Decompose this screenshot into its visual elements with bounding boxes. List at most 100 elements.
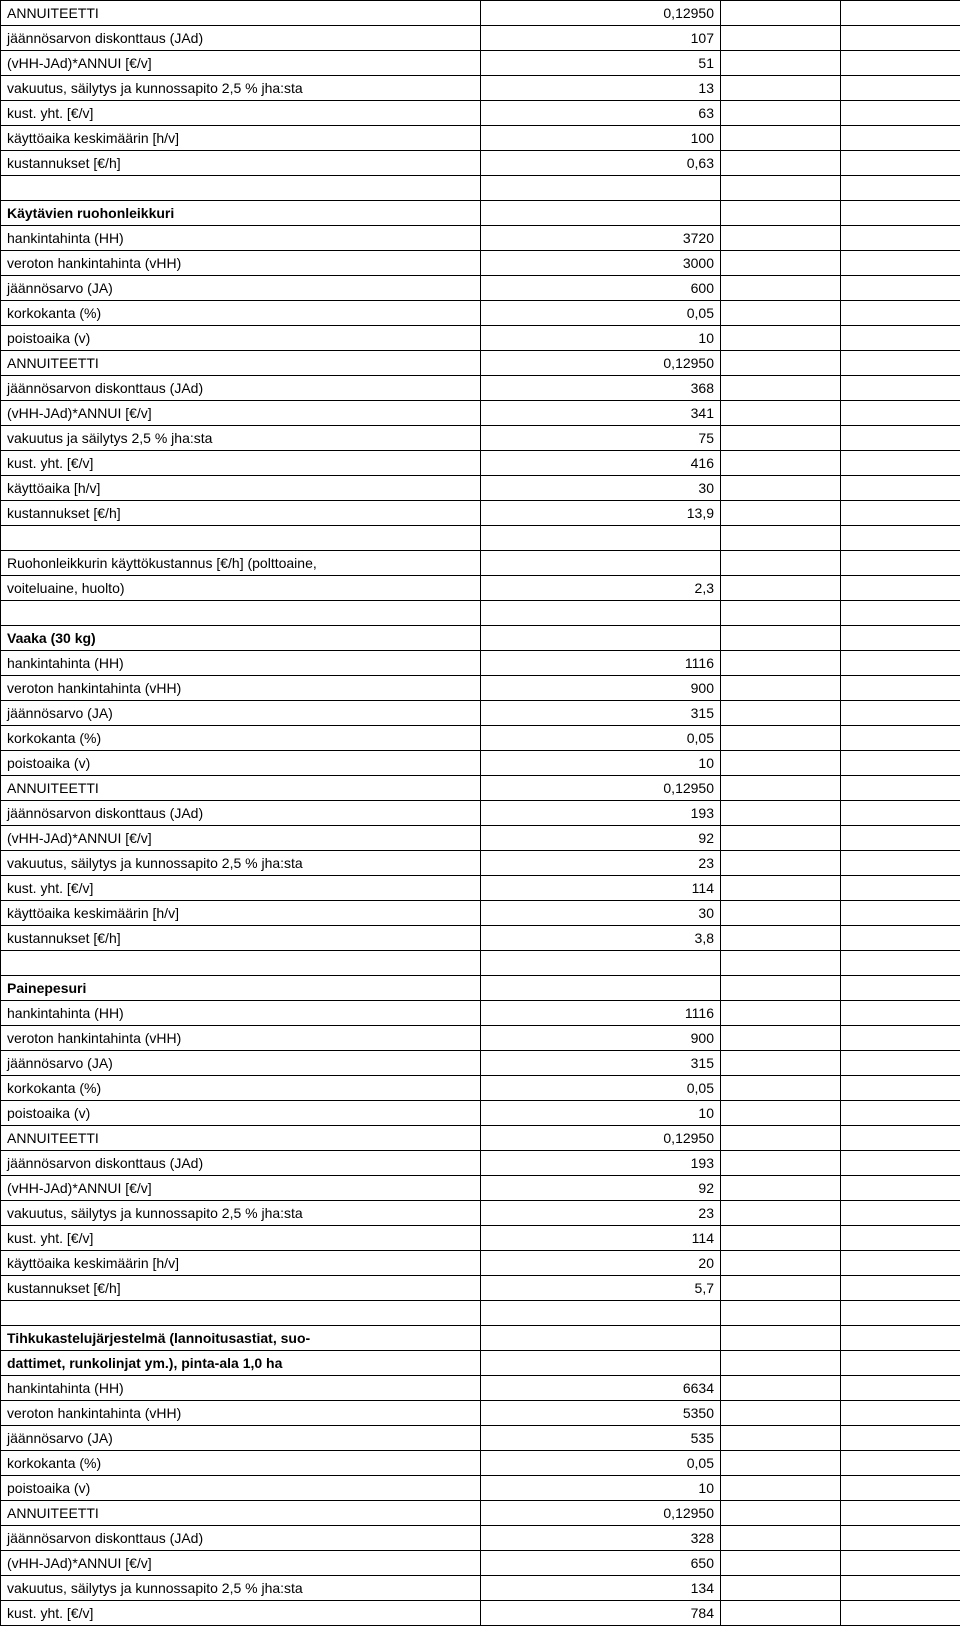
row-value: 114 [481, 1226, 721, 1251]
empty-cell [841, 1151, 960, 1176]
empty-cell [721, 476, 841, 501]
row-value: 784 [481, 1601, 721, 1626]
row-label: jäännösarvo (JA) [1, 276, 481, 301]
empty-cell [721, 451, 841, 476]
empty-cell [721, 1026, 841, 1051]
row-value: 0,12950 [481, 1501, 721, 1526]
row-label: kustannukset [€/h] [1, 1276, 481, 1301]
row-label: ANNUITEETTI [1, 776, 481, 801]
empty-cell [721, 976, 841, 1001]
empty-cell [841, 176, 960, 201]
empty-cell [721, 26, 841, 51]
row-label: kustannukset [€/h] [1, 151, 481, 176]
table-row: jäännösarvon diskonttaus (JAd)368 [1, 376, 960, 401]
empty-cell [721, 226, 841, 251]
empty-cell [721, 776, 841, 801]
row-label: korkokanta (%) [1, 301, 481, 326]
empty-cell [721, 1501, 841, 1526]
row-label: käyttöaika keskimäärin [h/v] [1, 901, 481, 926]
empty-cell [841, 1401, 960, 1426]
empty-cell [721, 526, 841, 551]
row-value: 315 [481, 701, 721, 726]
empty-cell [721, 626, 841, 651]
row-label: hankintahinta (HH) [1, 1376, 481, 1401]
row-value [481, 1326, 721, 1351]
row-value: 100 [481, 126, 721, 151]
row-value: 30 [481, 901, 721, 926]
table-row [1, 601, 960, 626]
empty-cell [841, 301, 960, 326]
table-row: kustannukset [€/h]0,63 [1, 151, 960, 176]
row-label: vakuutus ja säilytys 2,5 % jha:sta [1, 426, 481, 451]
empty-cell [841, 376, 960, 401]
empty-cell [841, 776, 960, 801]
table-row: vakuutus, säilytys ja kunnossapito 2,5 %… [1, 76, 960, 101]
row-label: ANNUITEETTI [1, 1126, 481, 1151]
empty-cell [721, 1251, 841, 1276]
table-row: voiteluaine, huolto)2,3 [1, 576, 960, 601]
row-label: ANNUITEETTI [1, 1501, 481, 1526]
empty-cell [841, 1251, 960, 1276]
row-label: vakuutus, säilytys ja kunnossapito 2,5 %… [1, 1201, 481, 1226]
empty-cell [841, 326, 960, 351]
row-value: 600 [481, 276, 721, 301]
empty-cell [841, 126, 960, 151]
empty-cell [721, 151, 841, 176]
row-label: jäännösarvon diskonttaus (JAd) [1, 376, 481, 401]
row-value: 0,05 [481, 1076, 721, 1101]
row-value [481, 1351, 721, 1376]
empty-cell [841, 76, 960, 101]
row-label: hankintahinta (HH) [1, 226, 481, 251]
empty-cell [841, 1451, 960, 1476]
empty-cell [841, 876, 960, 901]
row-label: Tihkukastelujärjestelmä (lannoitusastiat… [1, 1326, 481, 1351]
row-value: 51 [481, 51, 721, 76]
empty-cell [721, 801, 841, 826]
empty-cell [841, 1, 960, 26]
table-row: käyttöaika [h/v]30 [1, 476, 960, 501]
table-row: kust. yht. [€/v]63 [1, 101, 960, 126]
empty-cell [721, 876, 841, 901]
table-row: Tihkukastelujärjestelmä (lannoitusastiat… [1, 1326, 960, 1351]
row-label [1, 176, 481, 201]
table-row: Käytävien ruohonleikkuri [1, 201, 960, 226]
row-value: 23 [481, 1201, 721, 1226]
empty-cell [841, 1276, 960, 1301]
empty-cell [721, 1551, 841, 1576]
empty-cell [721, 1301, 841, 1326]
table-row: jäännösarvon diskonttaus (JAd)328 [1, 1526, 960, 1551]
row-value: 92 [481, 826, 721, 851]
row-label: Vaaka (30 kg) [1, 626, 481, 651]
row-value: 3000 [481, 251, 721, 276]
row-label: poistoaika (v) [1, 1101, 481, 1126]
row-label [1, 526, 481, 551]
table-row: (vHH-JAd)*ANNUI [€/v]650 [1, 1551, 960, 1576]
row-value: 92 [481, 1176, 721, 1201]
empty-cell [841, 676, 960, 701]
table-row: (vHH-JAd)*ANNUI [€/v]51 [1, 51, 960, 76]
row-value: 0,12950 [481, 1, 721, 26]
row-label: vakuutus, säilytys ja kunnossapito 2,5 %… [1, 76, 481, 101]
row-value: 107 [481, 26, 721, 51]
empty-cell [721, 276, 841, 301]
table-row: veroton hankintahinta (vHH)3000 [1, 251, 960, 276]
empty-cell [721, 1476, 841, 1501]
table-row [1, 1301, 960, 1326]
row-label: (vHH-JAd)*ANNUI [€/v] [1, 51, 481, 76]
row-value [481, 1301, 721, 1326]
empty-cell [841, 401, 960, 426]
empty-cell [721, 1576, 841, 1601]
row-label: ANNUITEETTI [1, 1, 481, 26]
row-label: korkokanta (%) [1, 726, 481, 751]
table-row: veroton hankintahinta (vHH)5350 [1, 1401, 960, 1426]
table-row: Ruohonleikkurin käyttökustannus [€/h] (p… [1, 551, 960, 576]
empty-cell [721, 1001, 841, 1026]
table-row: jäännösarvon diskonttaus (JAd)107 [1, 26, 960, 51]
row-label: Painepesuri [1, 976, 481, 1001]
empty-cell [721, 1451, 841, 1476]
empty-cell [721, 1276, 841, 1301]
row-label: Käytävien ruohonleikkuri [1, 201, 481, 226]
row-label: korkokanta (%) [1, 1076, 481, 1101]
empty-cell [721, 676, 841, 701]
empty-cell [841, 426, 960, 451]
